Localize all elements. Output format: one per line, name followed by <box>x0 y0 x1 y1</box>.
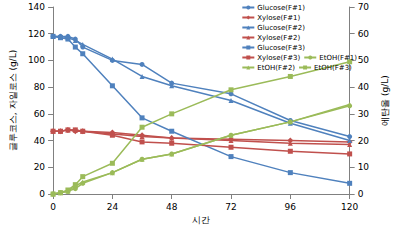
svg-text:시간: 시간 <box>192 215 210 225</box>
svg-text:Glucose(F#3): Glucose(F#3) <box>257 44 305 52</box>
svg-text:120: 120 <box>28 29 45 39</box>
svg-text:Xylose(F#3): Xylose(F#3) <box>257 54 300 62</box>
svg-text:에탄올 (g/L): 에탄올 (g/L) <box>380 75 390 126</box>
svg-text:72: 72 <box>225 202 236 212</box>
svg-text:40: 40 <box>358 82 370 92</box>
svg-text:100: 100 <box>28 55 45 65</box>
svg-text:Xylose(F#1): Xylose(F#1) <box>257 14 300 22</box>
svg-text:0: 0 <box>50 202 56 212</box>
svg-text:40: 40 <box>34 136 46 146</box>
svg-text:0: 0 <box>358 189 364 199</box>
svg-text:EtOH(F#1): EtOH(F#1) <box>319 54 357 62</box>
svg-text:Xylose(F#2): Xylose(F#2) <box>257 34 300 42</box>
svg-text:EtOH(F#3): EtOH(F#3) <box>314 64 352 72</box>
svg-text:70: 70 <box>358 2 370 12</box>
svg-text:20: 20 <box>34 162 46 172</box>
svg-text:10: 10 <box>358 162 370 172</box>
svg-text:140: 140 <box>28 2 45 12</box>
svg-text:0: 0 <box>39 189 45 199</box>
svg-text:80: 80 <box>34 82 46 92</box>
svg-text:120: 120 <box>341 202 358 212</box>
svg-text:20: 20 <box>358 136 370 146</box>
svg-text:EtOH(F#2): EtOH(F#2) <box>257 64 295 72</box>
svg-text:60: 60 <box>34 109 46 119</box>
svg-text:글루코스, 자일로스 (g/L): 글루코스, 자일로스 (g/L) <box>8 50 18 151</box>
svg-text:Glucose(F#2): Glucose(F#2) <box>257 24 305 32</box>
svg-text:96: 96 <box>285 202 297 212</box>
svg-text:Glucose(F#1): Glucose(F#1) <box>257 4 305 12</box>
svg-text:30: 30 <box>358 109 370 119</box>
svg-text:50: 50 <box>358 55 370 65</box>
svg-text:24: 24 <box>107 202 119 212</box>
svg-text:48: 48 <box>166 202 178 212</box>
svg-text:60: 60 <box>358 29 370 39</box>
